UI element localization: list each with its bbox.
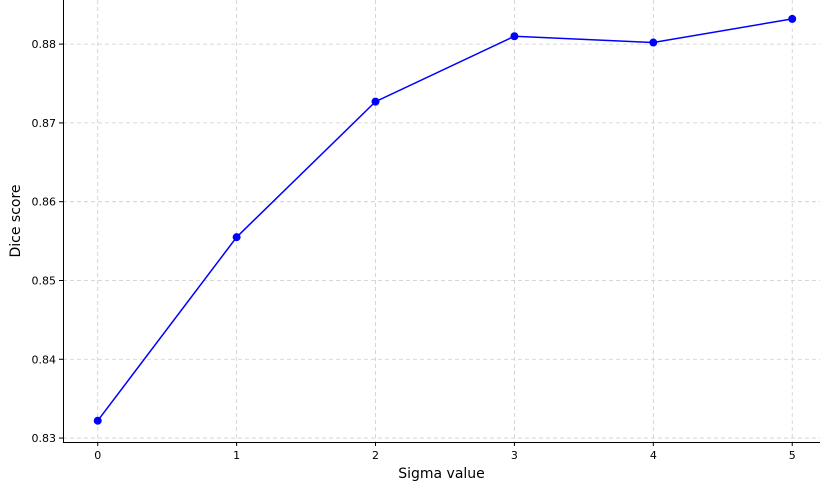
y-axis-label: Dice score bbox=[8, 184, 24, 257]
x-tick-label: 1 bbox=[233, 449, 240, 462]
data-point bbox=[93, 416, 102, 425]
series bbox=[93, 14, 797, 425]
y-tick-label: 0.87 bbox=[32, 117, 57, 130]
y-tick-label: 0.84 bbox=[32, 353, 57, 366]
data-point bbox=[510, 32, 519, 41]
y-tick-label: 0.88 bbox=[32, 38, 57, 51]
axes bbox=[63, 0, 820, 443]
data-point bbox=[371, 97, 380, 106]
x-tick-label: 0 bbox=[94, 449, 101, 462]
y-tick-label: 0.85 bbox=[32, 274, 57, 287]
x-tick-label: 4 bbox=[650, 449, 657, 462]
x-tick-label: 5 bbox=[789, 449, 796, 462]
x-axis-label: Sigma value bbox=[398, 466, 485, 482]
data-point bbox=[788, 14, 797, 23]
ticks: 0 1 2 3 4 5 0.83 0.84 0.85 0.86 0.87 0.88 bbox=[32, 38, 796, 462]
grid bbox=[63, 0, 820, 442]
series-line bbox=[97, 18, 793, 422]
data-point bbox=[232, 233, 241, 242]
data-point bbox=[649, 38, 658, 47]
x-tick-label: 2 bbox=[372, 449, 379, 462]
y-tick-label: 0.86 bbox=[32, 196, 57, 209]
y-tick-label: 0.83 bbox=[32, 432, 57, 445]
x-tick-label: 3 bbox=[511, 449, 518, 462]
